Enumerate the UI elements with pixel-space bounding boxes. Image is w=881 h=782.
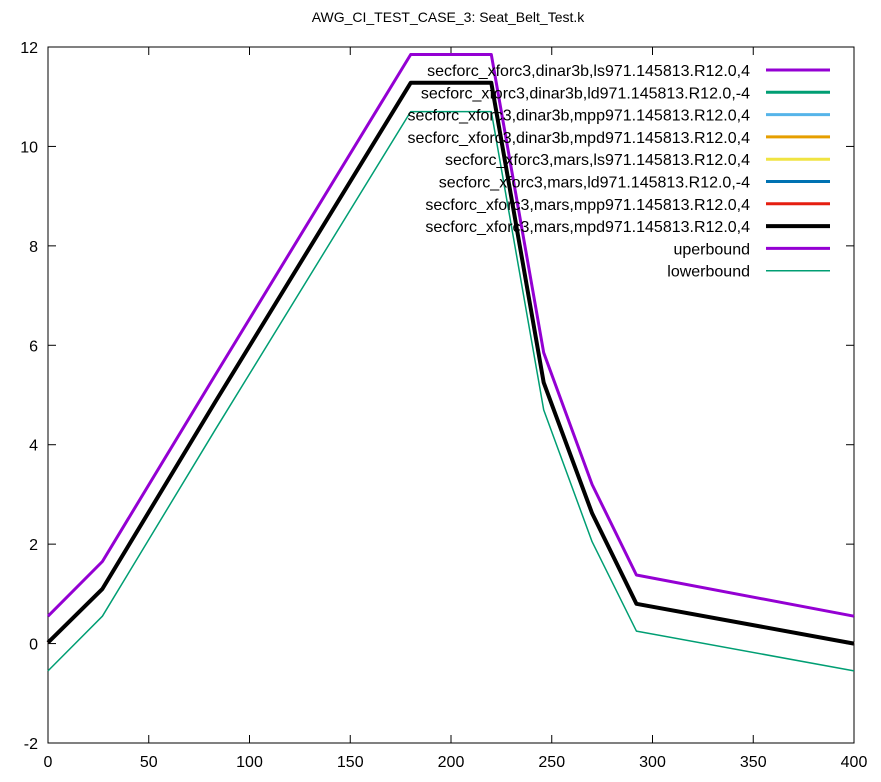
x-tick-label: 150 [337, 754, 364, 771]
y-tick-label: -2 [24, 736, 38, 753]
series-line-8 [46, 53, 855, 618]
y-tick-label: 8 [29, 239, 38, 256]
y-tick-label: 10 [20, 139, 38, 156]
x-tick-label: 0 [44, 754, 53, 771]
x-tick-label: 200 [438, 754, 465, 771]
legend-label: secforc_xforc3,dinar3b,mpd971.145813.R12… [408, 130, 751, 147]
y-tick-label: 6 [29, 338, 38, 355]
chart-title: AWG_CI_TEST_CASE_3: Seat_Belt_Test.k [312, 9, 586, 25]
legend-label: secforc_xforc3,mars,ls971.145813.R12.0,4 [445, 152, 750, 169]
y-tick-label: 4 [29, 438, 38, 455]
x-tick-label: 100 [236, 754, 263, 771]
y-tick-label: 2 [29, 537, 38, 554]
x-tick-label: 50 [140, 754, 158, 771]
legend-label: uperbound [673, 241, 750, 258]
legend: secforc_xforc3,dinar3b,ls971.145813.R12.… [408, 63, 830, 281]
series-line-7 [46, 80, 855, 646]
axis-ticks: 0 50 100 150 200 250 300 350 400 -2 0 2 4 6 8 10 12 [20, 40, 867, 771]
series-line-9 [47, 110, 855, 672]
x-tick-label: 300 [639, 754, 666, 771]
legend-label: secforc_xforc3,mars,mpp971.145813.R12.0,… [425, 197, 750, 214]
x-tick-label: 400 [841, 754, 868, 771]
legend-label: lowerbound [667, 264, 750, 281]
legend-label: secforc_xforc3,dinar3b,mpp971.145813.R12… [408, 108, 751, 125]
y-tick-label: 12 [20, 40, 38, 57]
x-tick-label: 250 [538, 754, 565, 771]
legend-label: secforc_xforc3,mars,mpd971.145813.R12.0,… [425, 219, 750, 236]
legend-label: secforc_xforc3,dinar3b,ls971.145813.R12.… [427, 63, 750, 80]
x-tick-label: 350 [740, 754, 767, 771]
legend-label: secforc_xforc3,mars,ld971.145813.R12.0,-… [439, 175, 750, 192]
y-tick-label: 0 [29, 637, 38, 654]
legend-label: secforc_xforc3,dinar3b,ld971.145813.R12.… [421, 85, 750, 102]
series-lines [46, 53, 855, 672]
